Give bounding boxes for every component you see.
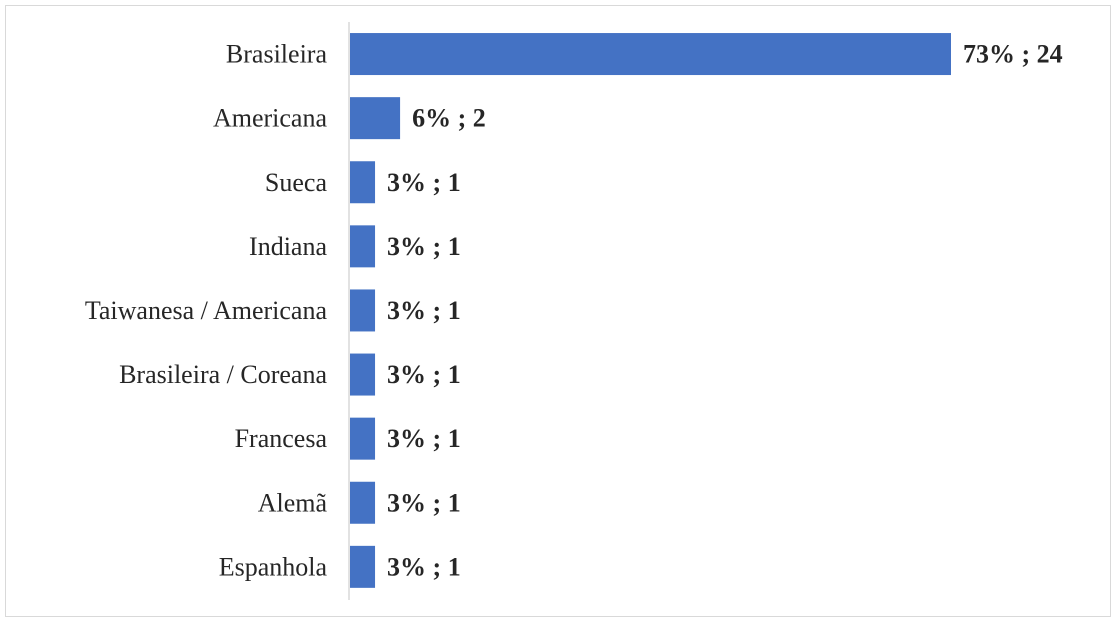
bar-0 (350, 33, 951, 76)
bars-layer (350, 33, 951, 588)
bar-3 (350, 225, 376, 268)
data-labels: 73% ; 24 6% ; 2 3% ; 1 3% ; 1 3% ; 1 3% ; 1 3%… (387, 40, 1063, 582)
category-label-3: Indiana (249, 232, 327, 261)
bar-7 (350, 481, 376, 524)
data-label-3: 3% ; 1 (387, 232, 461, 261)
bar-8 (350, 545, 376, 588)
bar-4 (350, 289, 376, 332)
data-label-2: 3% ; 1 (387, 168, 461, 197)
data-label-8: 3% ; 1 (387, 552, 461, 581)
category-label-7: Alemã (258, 488, 328, 517)
category-label-0: Brasileira (226, 40, 328, 69)
category-label-6: Francesa (235, 424, 328, 453)
category-label-2: Sueca (265, 168, 328, 197)
bar-1 (350, 97, 401, 140)
data-label-5: 3% ; 1 (387, 360, 461, 389)
data-label-1: 6% ; 2 (412, 104, 486, 133)
category-labels: Brasileira Americana Sueca Indiana Taiwanesa… (85, 40, 328, 582)
data-label-7: 3% ; 1 (387, 488, 461, 517)
category-label-8: Espanhola (219, 552, 328, 581)
category-label-5: Brasileira / Coreana (119, 360, 327, 389)
bar-6 (350, 417, 376, 460)
bar-5 (350, 353, 376, 396)
data-label-6: 3% ; 1 (387, 424, 461, 453)
bar-2 (350, 161, 376, 204)
category-label-4: Taiwanesa / Americana (85, 296, 328, 325)
category-label-1: Americana (213, 104, 328, 133)
data-label-4: 3% ; 1 (387, 296, 461, 325)
chart-frame (5, 5, 1111, 617)
data-label-0: 73% ; 24 (963, 40, 1063, 69)
